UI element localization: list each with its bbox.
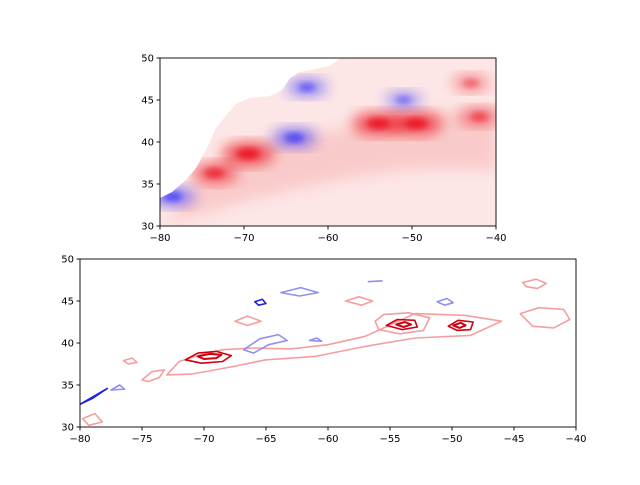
heatmap-positive-core [405, 117, 428, 130]
contour-negative-level-1 [436, 297, 454, 306]
heatmap-positive-core [204, 168, 225, 179]
contour-negative-level-1 [367, 280, 383, 283]
heatmap-y-tick-label: 35 [141, 180, 154, 191]
contour-x-tick-label: −45 [503, 434, 524, 445]
heatmap-x-tick-label: −60 [317, 233, 338, 244]
contour-x-tick-label: −80 [69, 434, 90, 445]
contour-positive-level-3 [395, 321, 413, 328]
heatmap-x-tick-label: −40 [485, 233, 506, 244]
contour-positive-level-2 [184, 350, 233, 364]
contour-negative-level-1 [308, 337, 323, 343]
heatmap-x-tick-label: −70 [233, 233, 254, 244]
contour-positive-level-2 [385, 318, 419, 331]
heatmap-x-tick-label: −80 [149, 233, 170, 244]
contour-y-tick-label: 40 [61, 339, 74, 350]
contour-y-tick-label: 30 [61, 423, 74, 434]
heatmap-positive-core [470, 112, 488, 122]
contour-background [80, 259, 576, 427]
contour-y-tick-label: 45 [61, 297, 74, 308]
contour-negative-level-2 [80, 387, 109, 406]
contour-positive-level-1 [521, 278, 547, 290]
contour-negative-level-2 [254, 298, 267, 306]
contour-positive-level-1 [519, 306, 571, 329]
contour-positive-level-1 [374, 312, 431, 335]
heatmap-y-tick-label: 40 [141, 138, 154, 149]
heatmap-negative-core [163, 191, 182, 202]
heatmap-negative-core [298, 83, 316, 92]
heatmap-x-tick-label: −50 [401, 233, 422, 244]
contour-x-tick-label: −70 [193, 434, 214, 445]
contour-axes: −80 −75 −70 −65 −60 −55 −50 −45 −40 30 35 40 45 50 [61, 255, 586, 446]
heatmap-positive-core [237, 148, 260, 160]
heatmap-positive-core [463, 79, 479, 88]
contour-positive-level-2 [447, 319, 474, 332]
contour-positive-level-1 [141, 369, 166, 383]
heatmap-y-tick-label: 30 [141, 222, 154, 233]
contour-negative-level-1 [242, 333, 288, 354]
contour-positive-level-1 [166, 312, 503, 376]
contour-x-tick-label: −40 [565, 434, 586, 445]
contour-x-tick-label: −50 [441, 434, 462, 445]
contour-positive-level-1 [122, 357, 138, 365]
contour-x-tick-label: −60 [317, 434, 338, 445]
heatmap-field [160, 75, 496, 222]
contour-x-tick-label: −75 [131, 434, 152, 445]
land-mask [160, 58, 340, 198]
heatmap-y-tick-label: 50 [141, 54, 154, 65]
contour-negative-level-1 [110, 384, 126, 391]
heatmap-axes: −80 −70 −60 −50 −40 30 35 40 45 50 [141, 54, 506, 245]
contour-y-tick-label: 35 [61, 381, 74, 392]
heatmap-negative-core [285, 133, 304, 143]
heatmap-band [168, 108, 496, 222]
contour-positive-level-3 [452, 321, 467, 329]
contour-negative-level-1 [280, 286, 319, 297]
contour-positive-level-1 [81, 412, 104, 427]
heatmap-positive-core [367, 117, 390, 130]
contour-positive-level-1 [344, 296, 374, 306]
contour-y-tick-label: 50 [61, 255, 74, 266]
heatmap-y-tick-label: 45 [141, 96, 154, 107]
contour-x-tick-label: −65 [255, 434, 276, 445]
contour-positive-level-1 [234, 315, 262, 327]
heatmap-negative-core [396, 96, 412, 104]
contour-x-tick-label: −55 [379, 434, 400, 445]
contour-lines [80, 278, 571, 427]
heatmap-panel: −80 −70 −60 −50 −40 30 35 40 45 50 [141, 54, 506, 245]
contour-positive-level-3 [196, 352, 223, 360]
contour-panel: −80 −75 −70 −65 −60 −55 −50 −45 −40 30 35 40 45 50 [61, 255, 586, 446]
